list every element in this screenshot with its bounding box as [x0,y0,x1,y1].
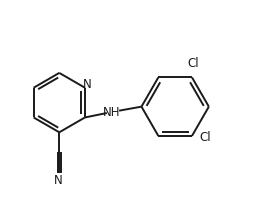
Text: Cl: Cl [199,131,211,144]
Text: N: N [54,174,63,187]
Text: N: N [82,78,91,91]
Text: NH: NH [103,106,121,119]
Text: Cl: Cl [188,57,199,70]
